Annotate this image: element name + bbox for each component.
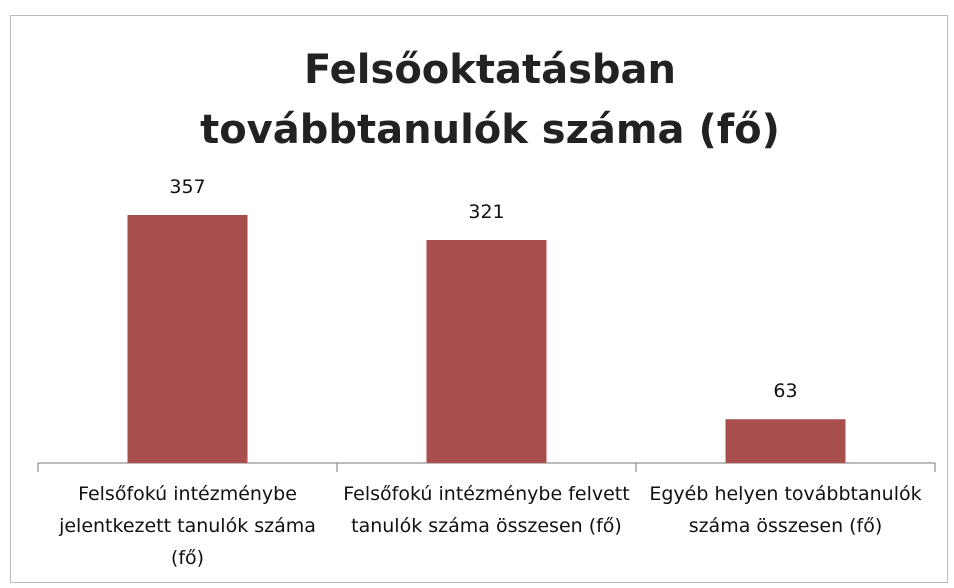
x-tick-label: Felsőfokú intézménybe felvett tanulók sz… bbox=[343, 483, 630, 537]
bar bbox=[426, 240, 547, 463]
chart-title: Felsőoktatásban továbbtanulók száma (fő) bbox=[200, 47, 780, 153]
bar bbox=[725, 419, 846, 463]
data-label: 321 bbox=[468, 201, 504, 223]
x-tick-label: Egyéb helyen továbbtanulók száma összese… bbox=[649, 483, 922, 537]
x-tick-label: Felsőfokú intézménybe jelentkezett tanul… bbox=[59, 483, 316, 569]
chart-frame bbox=[10, 15, 948, 583]
bar bbox=[127, 215, 248, 463]
data-label: 63 bbox=[773, 380, 797, 402]
data-label: 357 bbox=[169, 176, 205, 198]
